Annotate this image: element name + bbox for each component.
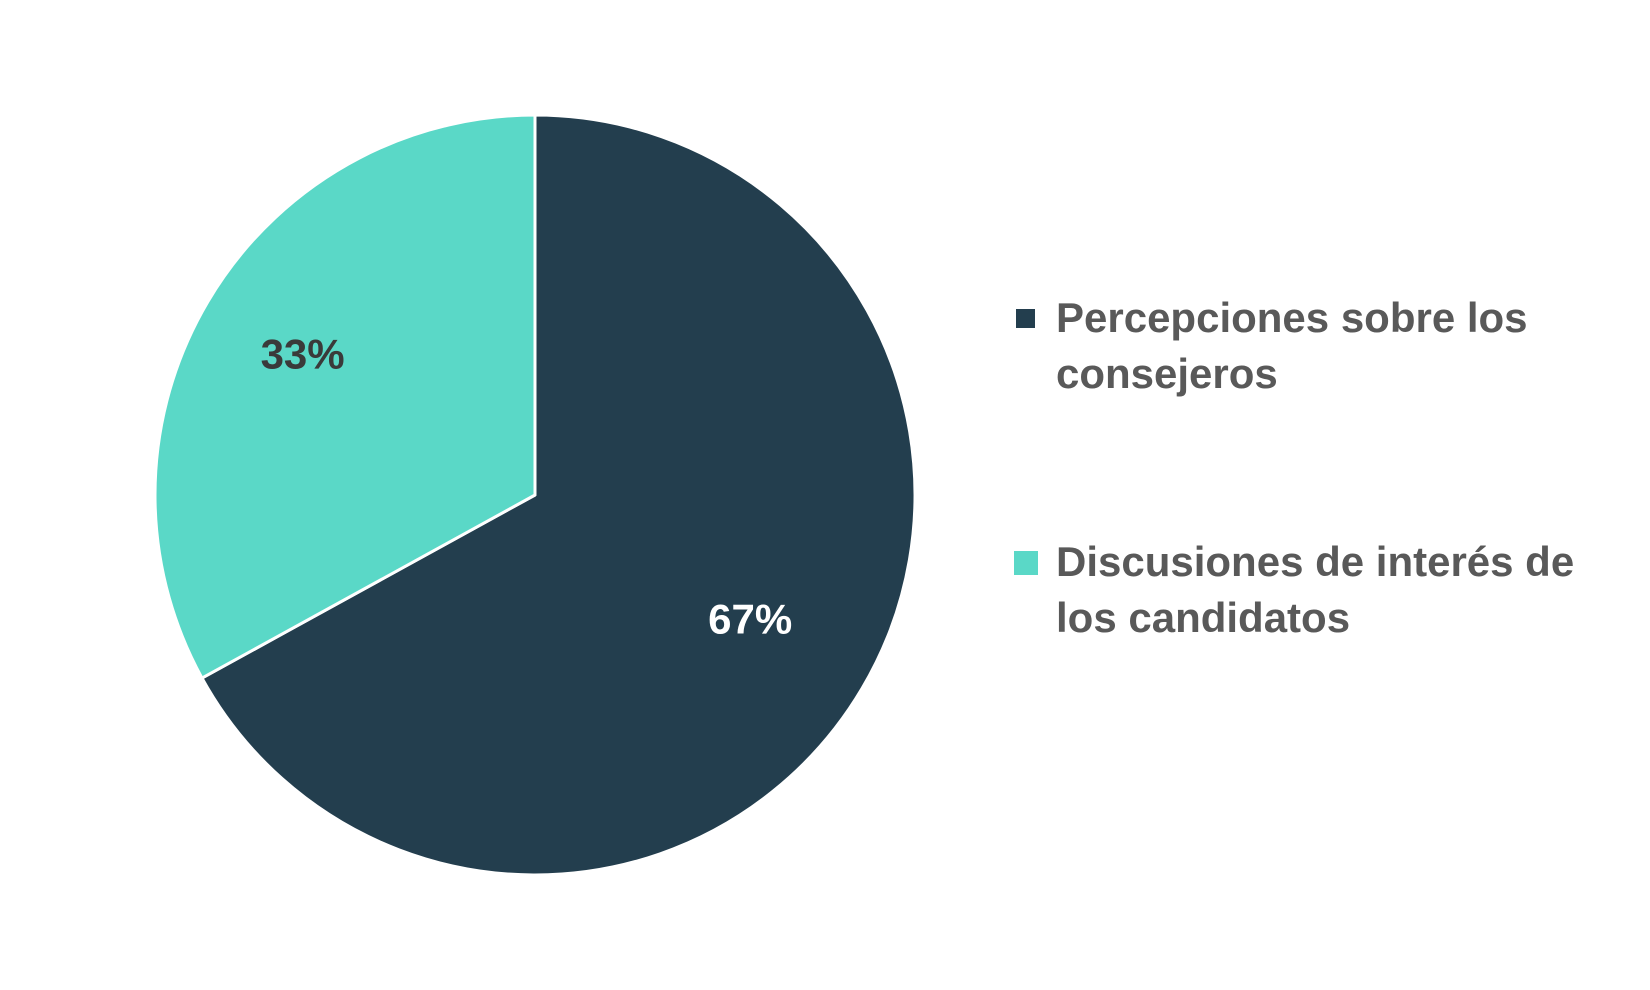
legend-label: Discusiones de interés de los candidatos: [1056, 538, 1575, 641]
slice-discusiones: [153, 113, 537, 680]
pie-slice-labels: 67% 33%: [261, 331, 793, 643]
legend-item-discusiones: Discusiones de interés de los candidatos: [1014, 534, 1616, 646]
legend-item-percepciones: Percepciones sobre los consejeros: [1016, 290, 1616, 402]
legend: Percepciones sobre los consejeros Discus…: [1014, 290, 1616, 646]
slice-label-percepciones: 67%: [708, 595, 792, 642]
pie-slices: [153, 113, 917, 877]
legend-swatch: [1016, 309, 1035, 328]
legend-swatch: [1014, 551, 1038, 575]
slice-label-discusiones: 33%: [261, 331, 345, 378]
legend-label: Percepciones sobre los consejeros: [1056, 294, 1528, 397]
slice-percepciones: [200, 113, 917, 877]
